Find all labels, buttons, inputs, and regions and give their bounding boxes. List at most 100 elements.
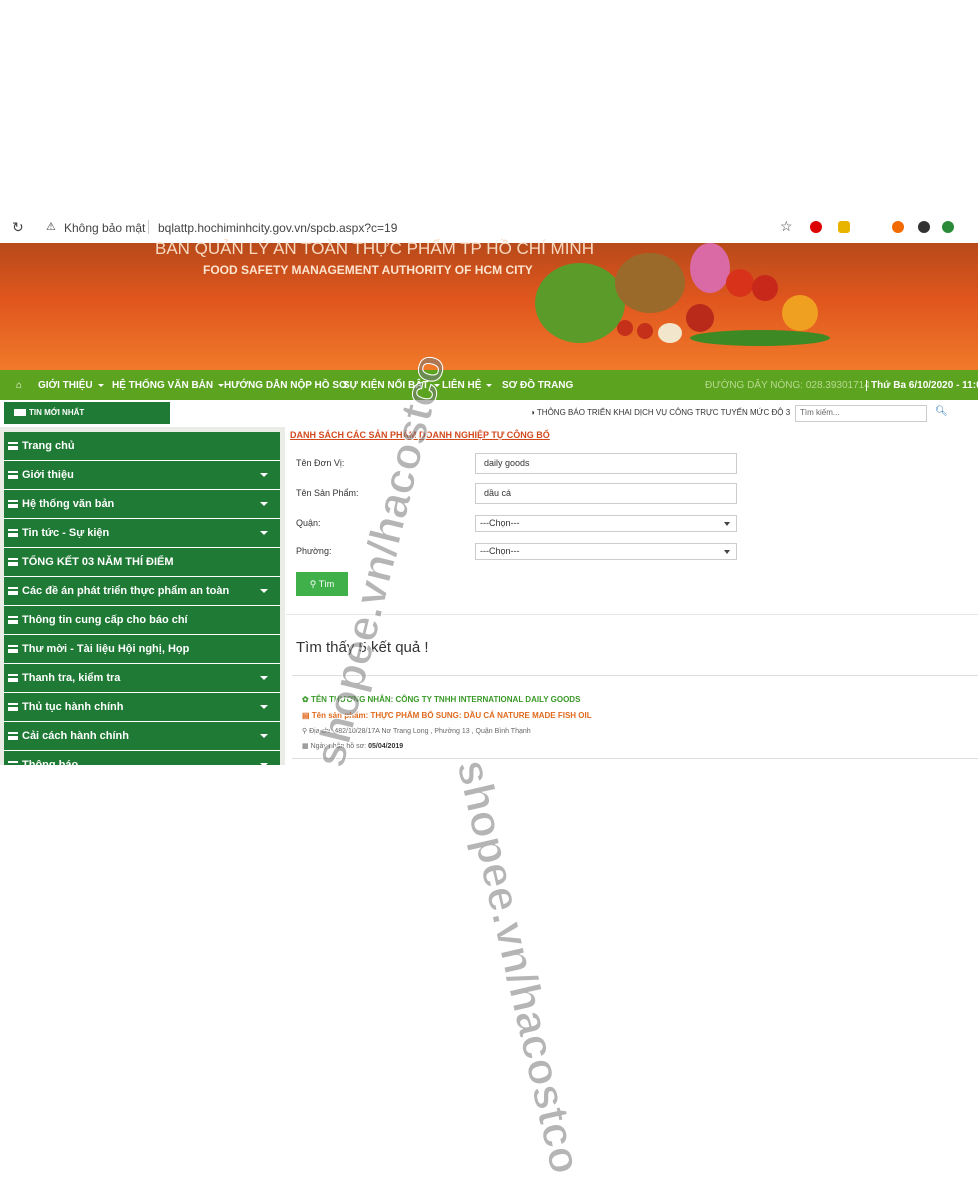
nav-label[interactable]: HƯỚNG DẪN NỘP HỒ SƠ [224, 380, 348, 391]
extension-icon[interactable] [838, 221, 850, 233]
star-icon[interactable]: ☆ [780, 218, 793, 234]
form-title: DANH SÁCH CÁC SẢN PHẨM DOANH NGHIỆP TỰ C… [290, 430, 550, 440]
select-caret[interactable] [724, 550, 730, 554]
home-icon[interactable]: ⌂ [16, 380, 23, 391]
sidebar-item[interactable]: Tin tức - Sự kiện [4, 519, 280, 548]
dropdown-caret[interactable] [433, 383, 440, 387]
field-label: Tên Sản Phẩm: [296, 488, 359, 498]
warning-icon: ⚠ [46, 221, 56, 233]
nav-label[interactable]: GIỚI THIỆU [38, 380, 93, 391]
sidebar-label[interactable]: Tin tức - Sự kiện [22, 527, 110, 539]
url[interactable]: bqlattp.hochiminhcity.gov.vn/spcb.aspx?c… [158, 221, 398, 235]
sidebar-label[interactable]: Các đề án phát triển thực phẩm an toàn [22, 585, 230, 597]
dropdown-caret[interactable] [218, 383, 225, 387]
sidebar-item[interactable]: Thông báo [4, 751, 280, 765]
sidebar-label[interactable]: Giới thiệu [22, 469, 74, 481]
nav-item[interactable]: SƠ ĐỒ TRANG [502, 380, 573, 391]
sidebar-item[interactable]: TỔNG KẾT 03 NĂM THÍ ĐIỂM [4, 548, 280, 577]
list-icon [8, 587, 18, 595]
sidebar-label[interactable]: Thư mời - Tài liệu Hội nghị, Họp [22, 643, 190, 655]
sidebar-item[interactable]: Thanh tra, kiểm tra [4, 664, 280, 693]
list-icon [8, 761, 18, 765]
field-value[interactable]: ---Chọn--- [480, 518, 520, 528]
dropdown-caret[interactable] [260, 473, 268, 477]
field-value[interactable]: daily goods [484, 458, 530, 468]
extension-icon[interactable] [942, 221, 954, 233]
news-label: TIN MỚI NHẤT [29, 408, 85, 417]
sidebar-label[interactable]: Hệ thống văn bản [22, 498, 115, 510]
screenshot: ↻ ⚠ Không bảo mật bqlattp.hochiminhcity.… [0, 212, 978, 765]
sidebar-label[interactable]: Thanh tra, kiểm tra [22, 672, 121, 684]
search-button[interactable]: ⚲ Tìm [296, 572, 348, 596]
sidebar-item[interactable]: Giới thiệu [4, 461, 280, 490]
field-value[interactable]: ---Chọn--- [480, 546, 520, 556]
button-label[interactable]: Tìm [318, 579, 335, 589]
search-input[interactable]: Tìm kiếm... [795, 405, 927, 422]
reload-icon[interactable]: ↻ [12, 219, 24, 235]
merchant: ✿ TÊN THƯƠNG NHÂN: CÔNG TY TNHH INTERNAT… [302, 695, 581, 704]
list-icon [8, 674, 18, 682]
nav-item[interactable]: GIỚI THIỆU [38, 380, 104, 391]
text-input[interactable]: dầu cá [475, 483, 737, 504]
date: Thứ Ba 6/10/2020 - 11:04 [866, 380, 978, 391]
nav-label[interactable]: HỆ THỐNG VĂN BẢN [112, 380, 214, 391]
field-label: Quận: [296, 518, 321, 528]
nav-item[interactable]: HỆ THỐNG VĂN BẢN [112, 380, 225, 391]
select-box[interactable]: ---Chọn--- [475, 543, 737, 560]
sidebar-label[interactable]: Thông tin cung cấp cho báo chí [22, 614, 188, 626]
sidebar-item[interactable]: Thư mời - Tài liệu Hội nghị, Họp [4, 635, 280, 664]
dropdown-caret[interactable] [260, 705, 268, 709]
sidebar-item[interactable]: Trang chủ [4, 432, 280, 461]
dropdown-caret[interactable] [260, 531, 268, 535]
results-panel: Tìm thấy 5 kết quả ! ✿ TÊN THƯƠNG NHÂN: … [286, 614, 978, 765]
nav-item[interactable]: LIÊN HỆ [442, 380, 493, 391]
divider [292, 758, 978, 759]
field-label: Tên Đơn Vị: [296, 458, 345, 468]
sidebar-item[interactable]: Thông tin cung cấp cho báo chí [4, 606, 280, 635]
select-caret[interactable] [724, 522, 730, 526]
text-input[interactable]: daily goods [475, 453, 737, 474]
dropdown-caret[interactable] [97, 383, 104, 387]
address: ⚲ Địa chỉ: 482/10/28/17A Nơ Trang Long ,… [302, 728, 531, 735]
page: {"browser":{"security":"Không bảo mật","… [0, 212, 978, 1178]
sidebar-item[interactable]: Thủ tục hành chính [4, 693, 280, 722]
nav-label[interactable]: SƠ ĐỒ TRANG [502, 380, 574, 391]
sidebar: Trang chủ Giới thiệu Hệ thống văn bản Tin t… [4, 432, 280, 765]
sidebar-item[interactable]: Hệ thống văn bản [4, 490, 280, 519]
select-box[interactable]: ---Chọn--- [475, 515, 737, 532]
nav-label[interactable]: SỰ KIỆN NỔI BẬT [343, 380, 429, 391]
dropdown-caret[interactable] [260, 734, 268, 738]
sidebar-label[interactable]: Thông báo [22, 759, 79, 765]
list-icon [8, 529, 18, 537]
merchant-name[interactable]: CÔNG TY TNHH INTERNATIONAL DAILY GOODS [395, 695, 581, 704]
banner-title-en: FOOD SAFETY MANAGEMENT AUTHORITY OF HCM … [203, 263, 533, 277]
news-ticker[interactable]: ◑ THÔNG BÁO TRIỂN KHAI DỊCH VỤ CÔNG TRỰC… [530, 408, 791, 417]
watermark: shopee.vn/hacostco [447, 755, 591, 1178]
sidebar-label[interactable]: Trang chủ [22, 440, 75, 452]
extension-icon[interactable] [892, 221, 904, 233]
list-icon [8, 732, 18, 740]
ticker-text[interactable]: THÔNG BÁO TRIỂN KHAI DỊCH VỤ CÔNG TRỰC T… [536, 408, 791, 417]
sidebar-label[interactable]: TỔNG KẾT 03 NĂM THÍ ĐIỂM [22, 556, 174, 568]
product-name[interactable]: THỰC PHẨM BỔ SUNG: DẦU CÁ NATURE MADE FI… [370, 711, 592, 720]
nav-item[interactable]: SỰ KIỆN NỔI BẬT [343, 380, 440, 391]
dropdown-caret[interactable] [260, 589, 268, 593]
dropdown-caret[interactable] [260, 502, 268, 506]
sidebar-item[interactable]: Các đề án phát triển thực phẩm an toàn [4, 577, 280, 606]
dropdown-caret[interactable] [486, 383, 493, 387]
field-value[interactable]: dầu cá [484, 488, 512, 498]
security-label[interactable]: Không bảo mật [64, 221, 146, 235]
banner: BAN QUẢN LÝ AN TOÀN THỰC PHẨM TP HỒ CHÍ … [0, 239, 978, 370]
dropdown-caret[interactable] [260, 676, 268, 680]
nav-label[interactable]: LIÊN HỆ [442, 380, 482, 391]
received-date: ▦ Ngày nhận hồ sơ: 05/04/2019 [302, 743, 404, 750]
dropdown-caret[interactable] [260, 763, 268, 765]
extension-icon[interactable] [918, 221, 930, 233]
sidebar-label[interactable]: Thủ tục hành chính [22, 701, 124, 713]
sidebar-item[interactable]: Cải cách hành chính [4, 722, 280, 751]
field-label: Phường: [296, 546, 332, 556]
sidebar-label[interactable]: Cải cách hành chính [22, 730, 129, 742]
search-icon[interactable]: 🔍︎ [935, 406, 948, 417]
nav-item[interactable]: HƯỚNG DẪN NỘP HỒ SƠ [224, 380, 348, 391]
extension-icon[interactable] [810, 221, 822, 233]
